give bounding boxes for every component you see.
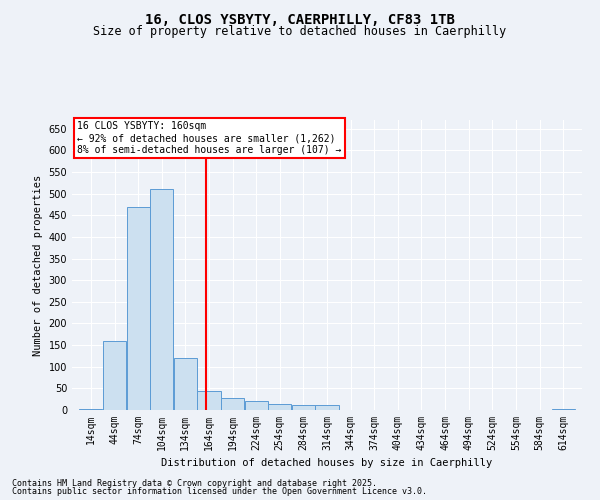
Bar bbox=[221, 398, 244, 410]
Bar bbox=[551, 408, 575, 410]
Bar bbox=[103, 340, 126, 410]
Text: Size of property relative to detached houses in Caerphilly: Size of property relative to detached ho… bbox=[94, 25, 506, 38]
Bar bbox=[292, 405, 315, 410]
Bar bbox=[245, 402, 268, 410]
Text: Contains HM Land Registry data © Crown copyright and database right 2025.: Contains HM Land Registry data © Crown c… bbox=[12, 478, 377, 488]
Text: Contains public sector information licensed under the Open Government Licence v3: Contains public sector information licen… bbox=[12, 487, 427, 496]
Bar bbox=[79, 408, 103, 410]
Bar bbox=[150, 190, 173, 410]
Bar bbox=[268, 404, 292, 410]
Text: 16 CLOS YSBYTY: 160sqm
← 92% of detached houses are smaller (1,262)
8% of semi-d: 16 CLOS YSBYTY: 160sqm ← 92% of detached… bbox=[77, 122, 341, 154]
Text: 16, CLOS YSBYTY, CAERPHILLY, CF83 1TB: 16, CLOS YSBYTY, CAERPHILLY, CF83 1TB bbox=[145, 12, 455, 26]
Bar bbox=[316, 405, 338, 410]
X-axis label: Distribution of detached houses by size in Caerphilly: Distribution of detached houses by size … bbox=[161, 458, 493, 468]
Bar bbox=[127, 206, 150, 410]
Bar bbox=[197, 390, 221, 410]
Bar bbox=[174, 358, 197, 410]
Y-axis label: Number of detached properties: Number of detached properties bbox=[33, 174, 43, 356]
